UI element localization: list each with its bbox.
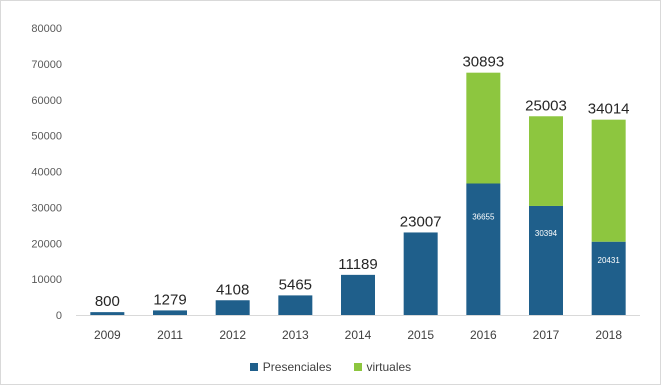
inner-value-label: 30394 [535, 229, 558, 238]
x-axis: 2009 2011 2012 2013 2014 2015 2016 2017 2018 [94, 328, 622, 342]
data-labels-group: 800 1279 4108 5465 11189 23007 36655 30893 30394… [95, 54, 630, 310]
legend-label-virtuales: virtuales [366, 360, 412, 374]
legend-item-virtuales: virtuales [353, 360, 412, 374]
legend-label-presenciales: Presenciales [262, 360, 332, 374]
bar-presenciales-2012 [215, 300, 250, 315]
bar-virtuales-2018 [591, 119, 626, 242]
inner-value-label: 36655 [472, 212, 495, 221]
top-value-label: 34014 [588, 101, 630, 118]
bar-presenciales-2018 [591, 241, 626, 315]
y-tick-label: 30000 [31, 202, 62, 214]
bar-presenciales-2013 [278, 295, 313, 315]
top-value-label: 1279 [153, 291, 186, 308]
x-tick-label: 2017 [533, 328, 560, 342]
y-tick-label: 80000 [31, 23, 62, 35]
bar-presenciales-2009 [90, 312, 125, 315]
legend: Presenciales virtuales [0, 358, 661, 376]
inner-value-label: 20431 [598, 256, 621, 265]
bar-virtuales-2016 [466, 72, 501, 184]
y-tick-label: 10000 [31, 274, 62, 286]
top-value-label: 11189 [338, 256, 378, 273]
bar-presenciales-2016 [466, 183, 501, 315]
top-value-label: 800 [95, 293, 120, 310]
top-value-label: 25003 [525, 97, 567, 114]
y-tick-label: 60000 [31, 95, 62, 107]
y-tick-label: 70000 [31, 59, 62, 71]
x-tick-label: 2009 [94, 328, 121, 342]
top-value-label: 4108 [216, 281, 249, 298]
y-tick-label: 0 [56, 310, 62, 322]
top-value-label: 30893 [462, 54, 504, 71]
bar-presenciales-2015 [403, 232, 438, 315]
bar-presenciales-2014 [341, 274, 375, 315]
bars-group [90, 72, 626, 315]
y-tick-label: 20000 [31, 238, 62, 250]
x-tick-label: 2013 [282, 328, 309, 342]
legend-swatch-virtuales [353, 363, 362, 371]
x-tick-label: 2015 [407, 328, 434, 342]
x-tick-label: 2018 [595, 328, 622, 342]
x-tick-label: 2016 [470, 328, 497, 342]
top-value-label: 5465 [279, 276, 312, 293]
x-tick-label: 2014 [345, 328, 372, 342]
x-tick-label: 2011 [157, 328, 183, 342]
x-tick-label: 2012 [219, 328, 246, 342]
bar-virtuales-2017 [529, 116, 563, 206]
y-tick-label: 50000 [31, 131, 62, 143]
legend-swatch-presenciales [249, 363, 258, 371]
y-tick-label: 40000 [31, 167, 62, 179]
bar-presenciales-2017 [529, 205, 563, 315]
legend-item-presenciales: Presenciales [249, 360, 332, 374]
top-value-label: 23007 [400, 213, 442, 230]
y-axis: 0 10000 20000 30000 40000 50000 60000 70000 8000… [31, 23, 62, 322]
bar-presenciales-2011 [153, 310, 187, 315]
